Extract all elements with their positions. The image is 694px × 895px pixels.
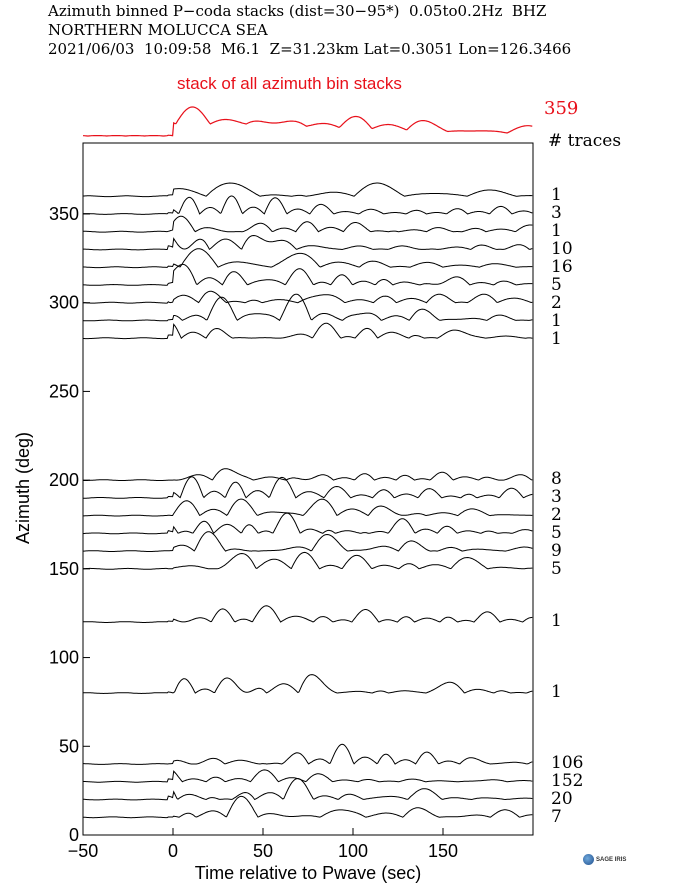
header-line-3: 2021/06/03 10:09:58 M6.1 Z=31.23km Lat=0… — [48, 40, 572, 58]
trace-count-label: 106 — [551, 753, 583, 773]
stack-group: stack of all azimuth bin stacks 359 # tr… — [83, 74, 621, 151]
trace-line — [83, 322, 533, 340]
trace-line — [82, 290, 533, 304]
trace-line — [83, 195, 533, 215]
y-tick-label: 300 — [49, 293, 79, 313]
trace-count-label: 2 — [551, 505, 562, 525]
sage-logo: SAGE IRIS — [583, 854, 626, 865]
trace-count-label: 20 — [551, 789, 573, 809]
stack-count: 359 — [544, 98, 578, 119]
traces-header: # traces — [548, 131, 621, 151]
trace-count-label: 5 — [551, 523, 562, 543]
globe-icon — [583, 854, 594, 865]
y-axis: 0 50 100 150 200 250 300 350 — [49, 204, 90, 845]
x-tick-label: 50 — [253, 841, 273, 861]
y-tick-label: 350 — [49, 204, 79, 224]
trace-line — [82, 512, 533, 535]
trace-line — [82, 263, 533, 286]
trace-line — [82, 248, 533, 269]
trace-count-label: 10 — [551, 239, 573, 259]
y-tick-label: 100 — [49, 648, 79, 668]
trace-line — [82, 293, 533, 322]
trace-count-label: 1 — [551, 311, 562, 331]
trace-count-label: 2 — [551, 293, 562, 313]
y-tick-label: 50 — [59, 736, 79, 756]
x-tick-label: −50 — [68, 841, 99, 861]
trace-line — [83, 182, 533, 198]
trace-count-label: 7 — [551, 807, 562, 827]
trace-count-label: 5 — [551, 275, 562, 295]
trace-count-label: 1 — [551, 185, 562, 205]
trace-count-label: 8 — [551, 469, 562, 489]
trace-count-label: 16 — [551, 257, 573, 277]
x-axis: −50 0 50 100 150 — [68, 828, 458, 861]
trace-count-label: 1 — [551, 329, 562, 349]
x-axis-label: Time relative to Pwave (sec) — [195, 863, 421, 883]
traces-group — [82, 182, 533, 819]
trace-line — [83, 743, 533, 765]
y-axis-label: Azimuth (deg) — [13, 432, 33, 544]
trace-count-label: 9 — [551, 541, 562, 561]
x-tick-label: 150 — [428, 841, 458, 861]
trace-count-label: 152 — [551, 771, 583, 791]
trace-count-label: 3 — [551, 487, 562, 507]
y-tick-label: 0 — [69, 825, 79, 845]
trace-count-label: 1 — [551, 221, 562, 241]
trace-count-label: 3 — [551, 203, 562, 223]
header-line-1: Azimuth binned P−coda stacks (dist=30−95… — [48, 2, 547, 20]
trace-line — [83, 674, 533, 695]
trace-line — [82, 769, 533, 783]
trace-line — [83, 215, 533, 233]
stack-label: stack of all azimuth bin stacks — [177, 74, 402, 93]
trace-line — [83, 498, 533, 517]
trace-line — [82, 605, 533, 623]
x-tick-label: 100 — [338, 841, 368, 861]
logo-text: SAGE IRIS — [596, 856, 627, 863]
trace-line — [83, 531, 533, 552]
y-tick-label: 200 — [49, 470, 79, 490]
trace-line — [82, 476, 533, 499]
trace-line — [83, 234, 533, 251]
y-tick-label: 150 — [49, 559, 79, 579]
plot-frame — [82, 142, 534, 836]
stack-trace — [83, 106, 533, 137]
y-tick-label: 250 — [49, 381, 79, 401]
trace-line — [83, 468, 533, 481]
trace-count-label: 1 — [551, 682, 562, 702]
trace-count-label: 1 — [551, 611, 562, 631]
trace-line — [82, 795, 533, 819]
trace-count-label: 5 — [551, 559, 562, 579]
trace-line — [83, 777, 533, 801]
trace-line — [82, 551, 533, 570]
x-tick-label: 0 — [168, 841, 178, 861]
header-line-2: NORTHERN MOLUCCA SEA — [48, 21, 268, 39]
